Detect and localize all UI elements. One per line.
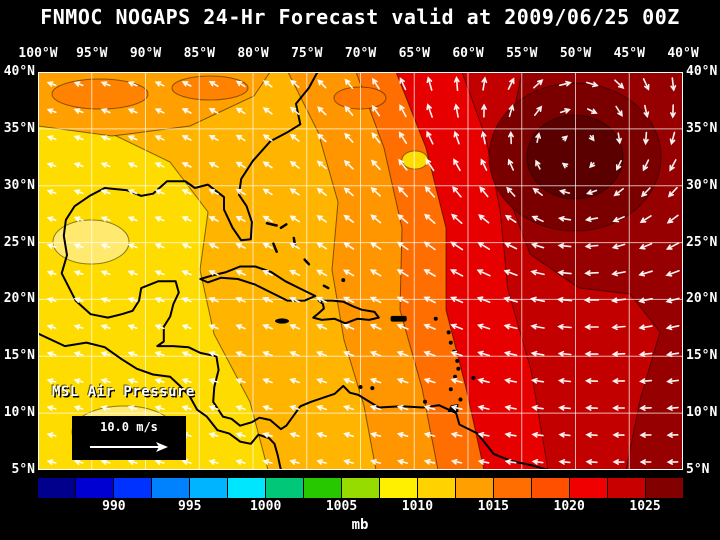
lon-label: 80°W	[237, 46, 269, 61]
colorbar-segment	[342, 478, 379, 498]
colorbar-segment	[114, 478, 151, 498]
lat-label: 35°N	[3, 120, 35, 136]
lon-label: 75°W	[291, 46, 323, 61]
colorbar-segment	[38, 478, 75, 498]
colorbar-segment	[494, 478, 531, 498]
lat-label: 20°N	[3, 291, 35, 307]
colorbar-tick: 1020	[553, 499, 585, 514]
lon-label: 90°W	[129, 46, 162, 61]
lat-label: 15°N	[3, 348, 35, 364]
colorbar-segment	[266, 478, 303, 498]
lat-label: 40°N	[686, 64, 718, 79]
colorbar-segment	[228, 478, 265, 498]
colorbar-segment	[380, 478, 417, 498]
colorbar-segment	[304, 478, 341, 498]
lon-label: 50°W	[559, 46, 592, 61]
lat-label: 40°N	[3, 64, 35, 79]
lon-label: 55°W	[506, 46, 538, 61]
lat-label: 20°N	[686, 291, 718, 307]
colorbar	[38, 478, 683, 498]
colorbar-segment	[152, 478, 189, 498]
wind-scale-label: 10.0 m/s	[100, 420, 158, 434]
lon-label: 60°W	[452, 46, 484, 61]
pressure-field-map	[38, 72, 683, 470]
wind-scale-legend: 10.0 m/s	[72, 416, 186, 460]
lon-label: 40°W	[667, 46, 699, 61]
lat-label: 5°N	[686, 462, 710, 477]
colorbar-tick-labels: 990 995 1000 1005 1010 1015 1020 1025	[0, 499, 720, 515]
colorbar-segment	[418, 478, 455, 498]
lat-label: 5°N	[11, 462, 35, 477]
colorbar-segment	[456, 478, 493, 498]
colorbar-segment	[76, 478, 113, 498]
lat-label: 30°N	[686, 177, 718, 193]
colorbar-tick: 990	[102, 499, 126, 514]
lon-label: 70°W	[344, 46, 377, 61]
colorbar-tick: 1005	[325, 499, 358, 514]
colorbar-segment	[532, 478, 569, 498]
colorbar-tick: 1010	[401, 499, 434, 514]
field-label: MSL Air Pressure	[52, 384, 195, 400]
lon-label: 65°W	[398, 46, 430, 61]
lon-label: 45°W	[613, 46, 645, 61]
lat-label: 10°N	[3, 405, 35, 421]
lat-label: 25°N	[686, 234, 718, 250]
chart-title: FNMOC NOGAPS 24-Hr Forecast valid at 200…	[40, 5, 680, 29]
colorbar-tick: 995	[178, 499, 202, 514]
colorbar-tick: 1025	[629, 499, 661, 514]
lat-label: 10°N	[686, 405, 718, 421]
colorbar-segment	[646, 478, 683, 498]
lon-label: 85°W	[183, 46, 215, 61]
map-area: MSL Air Pressure 10.0 m/s	[38, 72, 683, 470]
colorbar-segment	[190, 478, 227, 498]
lat-label: 30°N	[3, 177, 35, 193]
lon-label: 100°W	[18, 46, 58, 61]
lat-label: 25°N	[3, 234, 35, 250]
colorbar-segment	[570, 478, 607, 498]
colorbar-unit: mb	[351, 517, 369, 533]
colorbar-segment	[608, 478, 645, 498]
lat-label: 35°N	[686, 120, 718, 136]
lat-label: 15°N	[686, 348, 718, 364]
colorbar-tick: 1000	[249, 499, 282, 514]
lon-label: 95°W	[76, 46, 108, 61]
colorbar-tick: 1015	[477, 499, 509, 514]
wind-scale-arrow-icon	[90, 442, 168, 452]
